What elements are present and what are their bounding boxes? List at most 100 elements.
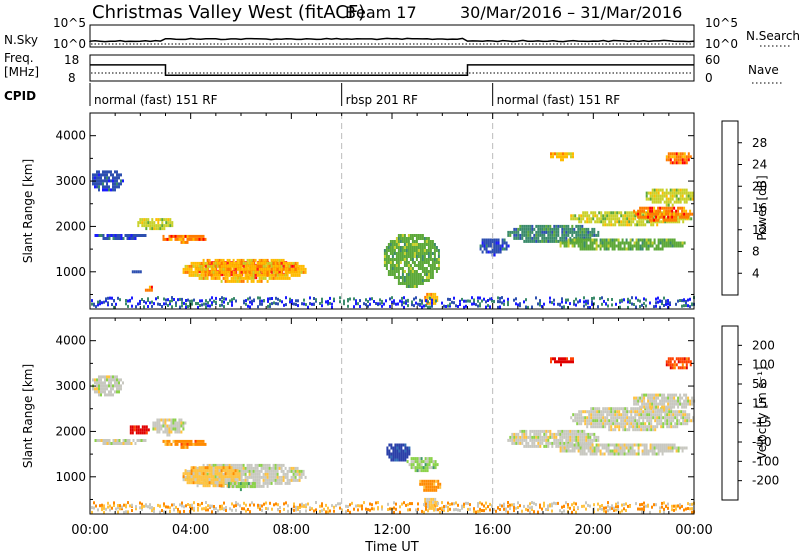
data-cell	[231, 298, 233, 302]
data-cell	[537, 441, 540, 445]
data-cell	[428, 497, 431, 501]
nsky-tick-top: 10^5	[53, 16, 86, 30]
data-cell	[245, 299, 247, 303]
data-cell	[431, 301, 433, 305]
data-cell	[453, 508, 455, 512]
data-cell	[636, 413, 639, 417]
data-cell	[549, 300, 551, 304]
data-cell	[190, 469, 193, 473]
data-cell	[531, 239, 534, 243]
data-cell	[218, 264, 221, 268]
data-cell	[636, 220, 639, 224]
data-cell	[509, 230, 512, 234]
data-cell	[91, 302, 93, 306]
data-cell	[681, 209, 684, 213]
data-cell	[118, 237, 121, 240]
data-cell	[343, 302, 345, 306]
data-cell	[600, 419, 603, 423]
data-cell	[133, 425, 136, 429]
data-cell	[591, 452, 594, 456]
data-cell	[563, 435, 566, 439]
data-cell	[545, 435, 548, 439]
data-cell	[294, 267, 297, 271]
data-cell	[96, 390, 98, 394]
data-cell	[659, 197, 662, 201]
data-cell	[315, 298, 317, 302]
data-cell	[610, 416, 613, 420]
data-cell	[102, 179, 104, 183]
data-cell	[581, 233, 584, 237]
data-cell	[611, 452, 614, 456]
data-cell	[656, 410, 659, 414]
data-cell	[395, 264, 398, 267]
data-cell	[683, 399, 686, 403]
data-cell	[114, 182, 116, 186]
data-cell	[286, 276, 289, 280]
data-cell	[607, 443, 610, 447]
data-cell	[667, 446, 670, 450]
data-cell	[659, 446, 662, 450]
data-cell	[248, 466, 251, 470]
data-cell	[523, 233, 526, 237]
data-cell	[389, 267, 392, 270]
data-cell	[637, 241, 640, 245]
data-cell	[677, 399, 680, 403]
data-cell	[638, 422, 641, 426]
data-cell	[644, 217, 647, 221]
data-cell	[689, 297, 691, 301]
data-cell	[669, 363, 672, 367]
data-cell	[158, 424, 161, 428]
data-cell	[665, 408, 668, 412]
data-cell	[392, 446, 395, 450]
data-cell	[321, 502, 323, 506]
data-cell	[284, 276, 287, 280]
data-cell	[608, 211, 611, 215]
data-cell	[641, 238, 644, 242]
data-cell	[428, 292, 431, 296]
data-cell	[198, 469, 201, 473]
data-cell	[654, 416, 657, 420]
data-cell	[675, 399, 678, 403]
data-cell	[226, 463, 229, 467]
data-cell	[626, 428, 629, 432]
data-cell	[104, 185, 106, 189]
data-cell	[641, 241, 644, 245]
data-cell	[597, 449, 600, 453]
data-cell	[565, 435, 568, 439]
data-cell	[397, 264, 400, 267]
data-cell	[598, 413, 601, 417]
data-cell	[642, 422, 645, 426]
data-cell	[224, 475, 227, 479]
data-cell	[519, 236, 522, 240]
data-cell	[387, 258, 390, 261]
data-cell	[288, 469, 291, 473]
data-cell	[135, 505, 137, 509]
data-cell	[614, 211, 617, 215]
data-cell	[264, 261, 267, 265]
data-cell	[511, 438, 514, 442]
data-cell	[667, 215, 670, 219]
data-cell	[225, 297, 227, 301]
data-cell	[221, 273, 224, 277]
data-cell	[653, 405, 656, 409]
data-cell	[539, 441, 542, 445]
data-cell	[113, 501, 115, 505]
data-cell	[147, 224, 150, 228]
data-cell	[573, 238, 576, 242]
data-cell	[639, 215, 642, 219]
data-cell	[278, 463, 281, 467]
data-cell	[180, 421, 183, 425]
data-cell	[681, 188, 684, 192]
data-cell	[409, 270, 412, 273]
data-cell	[651, 405, 654, 409]
data-cell	[343, 299, 345, 303]
data-cell	[624, 422, 627, 426]
data-cell	[270, 469, 273, 473]
data-cell	[591, 227, 594, 231]
data-cell	[170, 424, 173, 428]
data-cell	[545, 227, 548, 231]
data-cell	[325, 503, 327, 507]
data-cell	[638, 217, 641, 221]
data-cell	[576, 217, 579, 221]
data-cell	[550, 155, 552, 159]
